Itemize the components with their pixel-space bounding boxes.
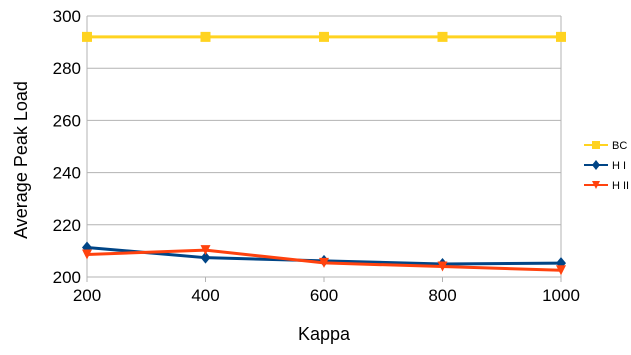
y-tick-label: 240 bbox=[53, 164, 81, 183]
x-tick-label: 400 bbox=[191, 286, 219, 305]
data-point-h-ii bbox=[437, 261, 448, 272]
x-axis-title: Kappa bbox=[298, 324, 351, 344]
x-tick-label: 200 bbox=[73, 286, 101, 305]
y-tick-label: 260 bbox=[53, 111, 81, 130]
data-point-h-ii bbox=[556, 265, 566, 276]
series-group bbox=[82, 31, 566, 276]
legend-item-h-i: H I bbox=[584, 160, 626, 172]
legend-label-h-ii: H II bbox=[612, 180, 629, 192]
x-tick-label: 600 bbox=[310, 286, 338, 305]
x-tick-label: 1000 bbox=[542, 286, 580, 305]
data-point-h-ii bbox=[319, 257, 329, 268]
legend-item-bc: BC bbox=[584, 140, 627, 152]
legend-marker-bc bbox=[592, 141, 600, 149]
y-tick-label: 280 bbox=[53, 59, 81, 78]
gridlines bbox=[87, 15, 561, 278]
y-tick-label: 220 bbox=[53, 216, 81, 235]
legend-marker-h-ii bbox=[592, 181, 600, 189]
legend: BC H I H II bbox=[584, 140, 629, 192]
data-point-h-ii bbox=[200, 245, 211, 256]
data-point-bc bbox=[437, 31, 448, 42]
tick-labels: 200 220 240 260 280 300 200 400 600 800 1000 bbox=[53, 7, 580, 305]
y-axis-title: Average Peak Load bbox=[11, 81, 31, 239]
y-tick-label: 300 bbox=[53, 7, 81, 26]
legend-item-h-ii: H II bbox=[584, 180, 629, 192]
x-tick-label: 800 bbox=[428, 286, 456, 305]
y-tick-label: 200 bbox=[53, 268, 81, 287]
legend-marker-h-i bbox=[592, 160, 600, 170]
data-point-bc bbox=[556, 31, 566, 42]
data-point-bc bbox=[200, 31, 211, 42]
data-point-bc bbox=[319, 31, 329, 42]
data-point-bc bbox=[82, 31, 92, 42]
series-bc bbox=[82, 31, 566, 42]
data-point-h-ii bbox=[82, 249, 92, 260]
legend-label-h-i: H I bbox=[612, 160, 626, 172]
legend-label-bc: BC bbox=[612, 140, 627, 152]
axes bbox=[86, 16, 562, 282]
series-h-ii bbox=[82, 245, 566, 276]
data-point-h-i bbox=[200, 251, 211, 264]
